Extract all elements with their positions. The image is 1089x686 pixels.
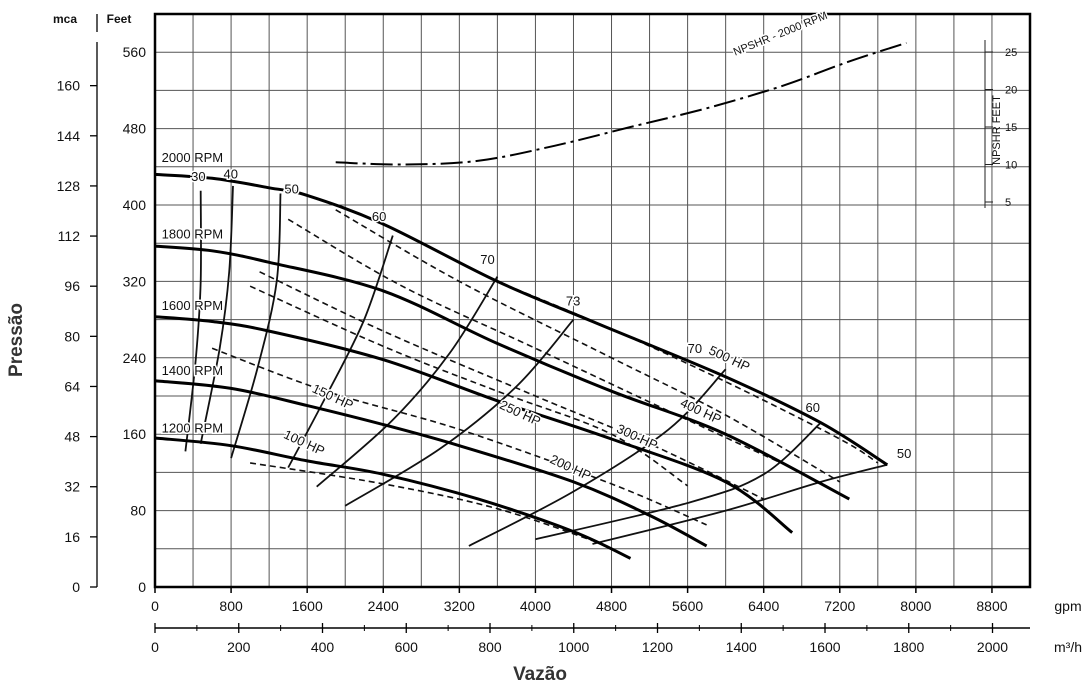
y-mca-tick-label: 64	[64, 378, 80, 394]
x-tick-label: 2400	[368, 598, 399, 614]
power-curve	[249, 462, 603, 545]
x-secondary-tick-label: 1000	[558, 639, 589, 655]
x-secondary-tick-label: 800	[478, 639, 502, 655]
x-tick-label: 800	[219, 598, 243, 614]
speed-curve-label: 1600 RPM	[162, 298, 223, 313]
efficiency-curve	[592, 463, 888, 545]
x-tick-label: 5600	[672, 598, 703, 614]
x-secondary-tick-label: 1400	[726, 639, 757, 655]
speed-curve-label: 2000 RPM	[162, 150, 223, 165]
x-tick-label: 8000	[900, 598, 931, 614]
y-feet-tick-label: 560	[123, 44, 147, 60]
y-mca-tick-label: 16	[64, 529, 80, 545]
x-secondary-tick-label: 1800	[893, 639, 924, 655]
x-primary-unit: gpm	[1054, 598, 1081, 614]
speed-curve-label: 1800 RPM	[162, 226, 223, 241]
y-axis-title: Pressão	[6, 303, 27, 377]
y-mca-tick-label: 144	[57, 128, 81, 144]
y-mca-tick-label: 48	[64, 429, 80, 445]
y-mca-tick-label: 80	[64, 328, 80, 344]
x-tick-label: 8800	[976, 598, 1007, 614]
power-curve-label: 250 HP	[497, 397, 543, 429]
y-feet-header: Feet	[107, 12, 132, 26]
efficiency-curve-label: 73	[566, 293, 580, 308]
y-feet-tick-label: 80	[130, 503, 146, 519]
x-tick-label: 4000	[520, 598, 551, 614]
power-curve	[287, 218, 803, 474]
efficiency-curve	[287, 235, 394, 469]
y-mca-tick-label: 96	[64, 278, 80, 294]
x-secondary-tick-label: 400	[311, 639, 335, 655]
y-mca-header: mca	[53, 12, 77, 26]
efficiency-curve	[535, 422, 822, 541]
x-axis-title: Vazão	[513, 664, 567, 685]
y-feet-tick-label: 480	[123, 121, 147, 137]
power-curve	[259, 271, 765, 500]
y-mca-tick-label: 160	[57, 78, 81, 94]
axes: 0 800 1600 2400 3200 4000 4800 5600 6400 7200 8000…	[57, 12, 1032, 655]
x-secondary-tick-label: 600	[395, 639, 419, 655]
y-mca-tick-label: 32	[64, 479, 80, 495]
efficiency-curve	[199, 185, 234, 444]
speed-curve	[154, 172, 889, 467]
speed-curve	[154, 315, 794, 534]
npshr-tick-label: 10	[1005, 160, 1017, 172]
y-feet-tick-label: 400	[123, 197, 147, 213]
plot-frame	[153, 12, 1032, 589]
x-tick-label: 6400	[748, 598, 779, 614]
efficiency-curve-label: 30	[191, 169, 205, 184]
npshr-tick-label: 5	[1005, 197, 1011, 209]
curves	[154, 42, 907, 560]
npshr-curve	[335, 42, 907, 166]
power-curve-label: 400 HP	[678, 395, 724, 427]
x-secondary-tick-label: 2000	[977, 639, 1008, 655]
speed-curve	[154, 436, 632, 560]
power-curve-label: 100 HP	[281, 427, 327, 459]
efficiency-curve	[230, 193, 282, 459]
speed-curve-label: 1400 RPM	[162, 363, 223, 378]
efficiency-curve-label: 60	[806, 400, 820, 415]
x-tick-label: 4800	[596, 598, 627, 614]
y-feet-tick-label: 160	[123, 426, 147, 442]
npshr-curve-label: NPSHR - 2000 RPM	[732, 10, 829, 59]
x-tick-label: 0	[151, 598, 159, 614]
x-tick-label: 7200	[824, 598, 855, 614]
efficiency-curve-label: 70	[688, 341, 702, 356]
y-feet-tick-label: 0	[138, 579, 146, 595]
speed-curve-label: 1200 RPM	[162, 420, 223, 435]
x-secondary-tick-label: 0	[151, 639, 159, 655]
npshr-tick-label: 20	[1005, 85, 1017, 97]
npshr-tick-label: 15	[1005, 122, 1017, 134]
x-tick-label: 3200	[444, 598, 475, 614]
efficiency-curve	[316, 276, 499, 488]
y-mca-tick-label: 112	[58, 228, 81, 244]
x-secondary-tick-label: 200	[227, 639, 251, 655]
y-mca-tick-label: 128	[57, 178, 81, 194]
efficiency-curve	[468, 368, 727, 547]
efficiency-curve-label: 40	[223, 166, 237, 181]
efficiency-curve-label: 50	[897, 446, 911, 461]
y-mca-tick-label: 0	[72, 579, 80, 595]
power-curve	[335, 209, 841, 483]
y-feet-tick-label: 320	[123, 273, 147, 289]
efficiency-curve	[344, 319, 575, 507]
x-secondary-unit: m³/h	[1054, 639, 1082, 655]
speed-curve	[154, 244, 850, 501]
power-curve-label: 200 HP	[548, 451, 594, 483]
npshr-tick-label: 25	[1005, 47, 1017, 59]
x-tick-label: 1600	[292, 598, 323, 614]
npshr-axis-label: NPSHR FEET	[991, 95, 1003, 165]
power-curve-label: 500 HP	[707, 343, 753, 375]
speed-curve	[154, 379, 708, 548]
x-secondary-tick-label: 1600	[809, 639, 840, 655]
efficiency-curve-label: 50	[284, 182, 298, 197]
efficiency-curve-label: 70	[480, 252, 494, 267]
grid	[155, 14, 1030, 587]
x-secondary-tick-label: 1200	[642, 639, 673, 655]
efficiency-curve-label: 60	[372, 209, 386, 224]
power-curve	[211, 347, 707, 526]
y-feet-tick-label: 240	[123, 350, 147, 366]
